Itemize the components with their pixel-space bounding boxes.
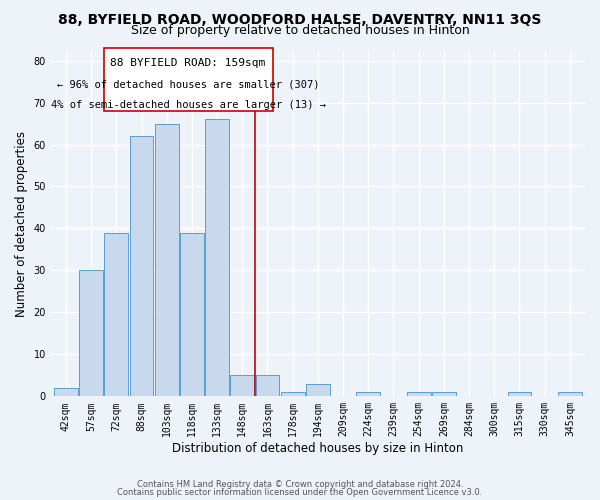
X-axis label: Distribution of detached houses by size in Hinton: Distribution of detached houses by size … (172, 442, 464, 455)
Text: 88, BYFIELD ROAD, WOODFORD HALSE, DAVENTRY, NN11 3QS: 88, BYFIELD ROAD, WOODFORD HALSE, DAVENT… (58, 12, 542, 26)
Text: Size of property relative to detached houses in Hinton: Size of property relative to detached ho… (131, 24, 469, 37)
Text: 88 BYFIELD ROAD: 159sqm: 88 BYFIELD ROAD: 159sqm (110, 58, 266, 68)
Bar (558, 392, 582, 396)
FancyBboxPatch shape (104, 48, 272, 111)
Bar (130, 136, 154, 396)
Text: ← 96% of detached houses are smaller (307): ← 96% of detached houses are smaller (30… (57, 80, 319, 90)
Bar (79, 270, 103, 396)
Text: Contains public sector information licensed under the Open Government Licence v3: Contains public sector information licen… (118, 488, 482, 497)
Bar (356, 392, 380, 396)
Text: Contains HM Land Registry data © Crown copyright and database right 2024.: Contains HM Land Registry data © Crown c… (137, 480, 463, 489)
Bar (508, 392, 532, 396)
Bar (205, 120, 229, 396)
Bar (155, 124, 179, 396)
Bar (306, 384, 330, 396)
Bar (432, 392, 456, 396)
Bar (281, 392, 305, 396)
Bar (230, 376, 254, 396)
Y-axis label: Number of detached properties: Number of detached properties (15, 132, 28, 318)
Text: 4% of semi-detached houses are larger (13) →: 4% of semi-detached houses are larger (1… (50, 100, 326, 110)
Bar (104, 232, 128, 396)
Bar (407, 392, 431, 396)
Bar (256, 376, 280, 396)
Bar (180, 232, 204, 396)
Bar (54, 388, 78, 396)
